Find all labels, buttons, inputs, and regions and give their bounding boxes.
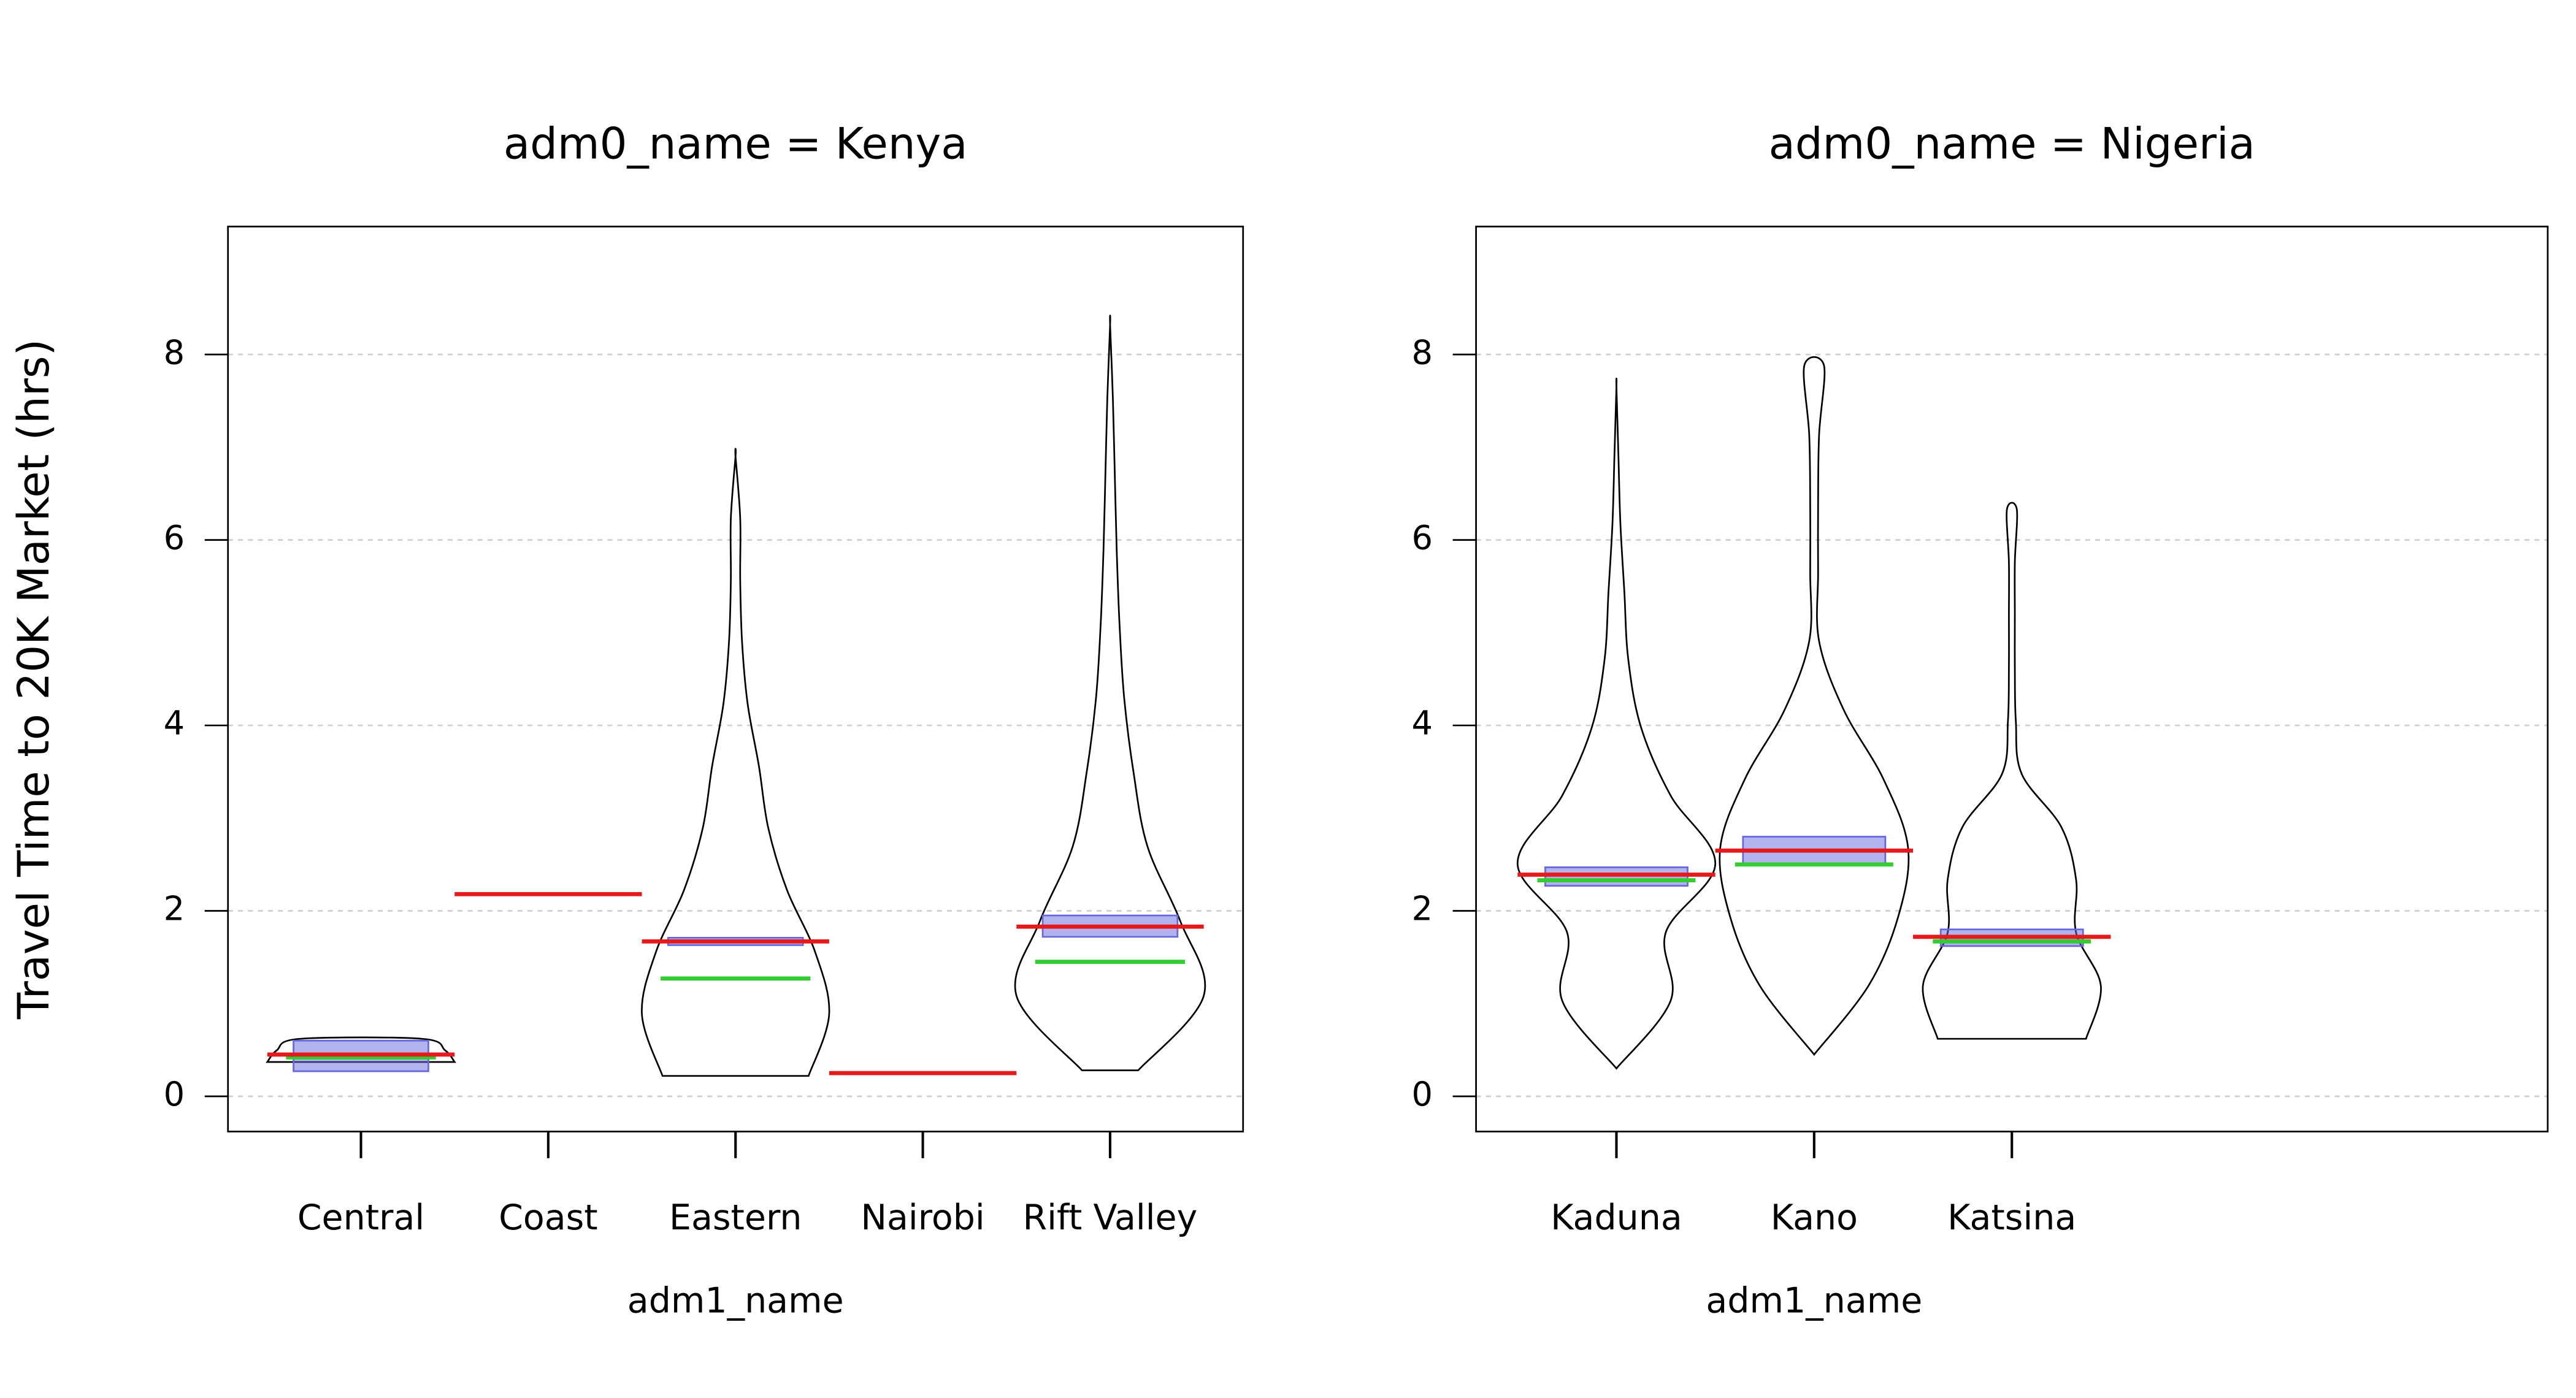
y-tick-label: 4 [164, 704, 185, 743]
y-tick-label: 4 [1412, 704, 1433, 743]
plot-frame [227, 226, 1244, 1133]
violin [1014, 315, 1206, 1071]
y-tick-label: 0 [164, 1075, 185, 1113]
violin [1516, 377, 1717, 1070]
panel-title: adm0_name = Kenya [504, 119, 968, 169]
x-tick-label: Eastern [669, 1197, 802, 1238]
y-tick-label: 8 [1412, 333, 1433, 372]
x-tick-label: Central [297, 1197, 424, 1238]
y-tick-label: 8 [164, 333, 185, 372]
x-tick-label: Kano [1771, 1197, 1858, 1238]
x-axis-title: adm1_name [1706, 1281, 1922, 1321]
y-tick-label: 6 [164, 519, 185, 557]
y-tick-label: 6 [1412, 519, 1433, 557]
y-tick-label: 2 [1412, 890, 1433, 928]
violin [1719, 356, 1910, 1056]
y-tick-label: 0 [1412, 1075, 1433, 1113]
y-axis-title: Travel Time to 20K Market (hrs) [9, 339, 59, 1020]
y-tick-label: 2 [164, 890, 185, 928]
x-tick-label: Coast [499, 1197, 598, 1238]
x-tick-label: Nairobi [861, 1197, 984, 1238]
violin [641, 448, 830, 1077]
x-tick-label: Katsina [1947, 1197, 2076, 1238]
x-axis-title: adm1_name [627, 1281, 844, 1321]
violin [1922, 502, 2102, 1040]
plot-frame [1475, 226, 2549, 1133]
panel-title: adm0_name = Nigeria [1769, 119, 2255, 169]
violin [265, 1036, 457, 1063]
x-tick-label: Kaduna [1551, 1197, 1682, 1238]
x-tick-label: Rift Valley [1023, 1197, 1198, 1238]
